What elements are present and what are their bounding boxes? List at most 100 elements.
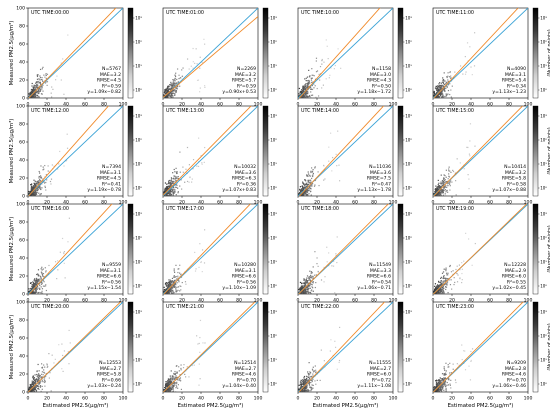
scatter-point — [180, 276, 183, 278]
scatter-point — [170, 85, 172, 87]
one-to-one-line — [163, 8, 258, 98]
scatter-point — [302, 290, 304, 292]
scatter-point — [45, 181, 47, 184]
scatter-point — [33, 94, 35, 97]
scatter-point — [30, 282, 32, 284]
stat-line: y=1.07x−0.88 — [492, 187, 526, 193]
scatter-point — [298, 95, 300, 98]
scatter-point — [34, 180, 36, 182]
scatter-point — [170, 177, 173, 179]
scatter-point — [440, 276, 443, 278]
scatter-point — [163, 288, 165, 291]
scatter-point — [32, 383, 34, 385]
scatter-point — [166, 388, 168, 391]
scatter-point — [317, 271, 319, 273]
scatter-point — [446, 381, 448, 384]
scatter-point — [306, 191, 309, 193]
scatter-point — [438, 391, 441, 392]
scatter-point — [169, 390, 171, 392]
scatter-point — [199, 336, 201, 339]
x-tick-label: 100 — [524, 102, 533, 108]
scatter-point — [441, 96, 443, 98]
scatter-point — [446, 76, 448, 79]
scatter-point — [31, 97, 33, 98]
stat-line: RMSE=4.5 — [97, 176, 121, 182]
scatter-point — [168, 387, 170, 389]
scatter-point — [35, 388, 37, 390]
scatter-point — [40, 83, 42, 85]
scatter-point — [438, 280, 440, 282]
scatter-point — [309, 190, 312, 193]
x-tick-label: 0 — [162, 200, 165, 206]
scatter-point — [169, 290, 171, 293]
scatter-point — [170, 185, 172, 187]
scatter-point — [41, 187, 43, 189]
scatter-point — [473, 65, 476, 67]
scatter-point — [437, 85, 439, 87]
scatter-point — [41, 290, 43, 292]
scatter-point — [301, 88, 303, 91]
scatter-point — [441, 184, 443, 187]
scatter-point — [446, 93, 448, 95]
colorbar — [127, 105, 134, 197]
scatter-point — [167, 293, 169, 294]
scatter-point — [42, 273, 45, 275]
x-tick-label: 0 — [432, 396, 435, 402]
scatter-point — [299, 186, 302, 188]
scatter-point — [31, 382, 33, 384]
x-tick-label: 100 — [389, 396, 398, 402]
scatter-point — [314, 371, 317, 374]
scatter-point — [167, 382, 169, 385]
scatter-point — [41, 292, 44, 294]
scatter-point — [309, 276, 311, 278]
scatter-point — [33, 387, 35, 389]
scatter-point — [185, 376, 187, 378]
scatter-point — [167, 85, 170, 87]
scatter-point — [300, 391, 302, 392]
scatter-point — [307, 84, 309, 86]
scatter-point — [177, 81, 179, 83]
scatter-point — [29, 390, 32, 392]
scatter-point — [307, 289, 309, 291]
scatter-point — [311, 272, 313, 274]
scatter-point — [61, 343, 63, 345]
scatter-point — [438, 83, 440, 85]
scatter-point — [311, 275, 313, 277]
scatter-point — [436, 389, 439, 391]
scatter-point — [440, 378, 442, 380]
scatter-point — [308, 384, 311, 386]
scatter-point — [301, 288, 303, 290]
scatter-point — [195, 48, 197, 50]
scatter-point — [449, 181, 452, 183]
scatter-point — [31, 188, 33, 191]
scatter-point — [165, 292, 167, 294]
scatter-point — [169, 389, 171, 391]
scatter-point — [173, 284, 175, 286]
scatter-point — [37, 91, 39, 93]
scatter-point — [333, 68, 335, 70]
scatter-point — [37, 388, 39, 390]
scatter-point — [168, 181, 170, 183]
scatter-point — [200, 155, 202, 157]
scatter-point — [43, 371, 45, 373]
scatter-point — [443, 377, 445, 379]
scatter-point — [175, 167, 177, 169]
scatter-point — [306, 384, 308, 386]
scatter-point — [299, 387, 302, 389]
scatter-point — [444, 391, 446, 392]
stat-line: N=4090 — [507, 66, 526, 72]
scatter-point — [466, 146, 468, 148]
scatter-point — [441, 384, 443, 386]
scatter-point — [443, 96, 445, 98]
scatter-point — [174, 74, 176, 76]
scatter-point — [303, 194, 305, 196]
scatter-point — [170, 180, 172, 182]
scatter-point — [193, 364, 195, 366]
scatter-point — [41, 379, 43, 381]
scatter-point — [436, 290, 439, 292]
scatter-point — [38, 78, 40, 80]
stat-line: y=1.10x−1.09 — [222, 285, 256, 291]
scatter-point — [171, 181, 173, 183]
x-tick-label: 80 — [101, 298, 107, 304]
